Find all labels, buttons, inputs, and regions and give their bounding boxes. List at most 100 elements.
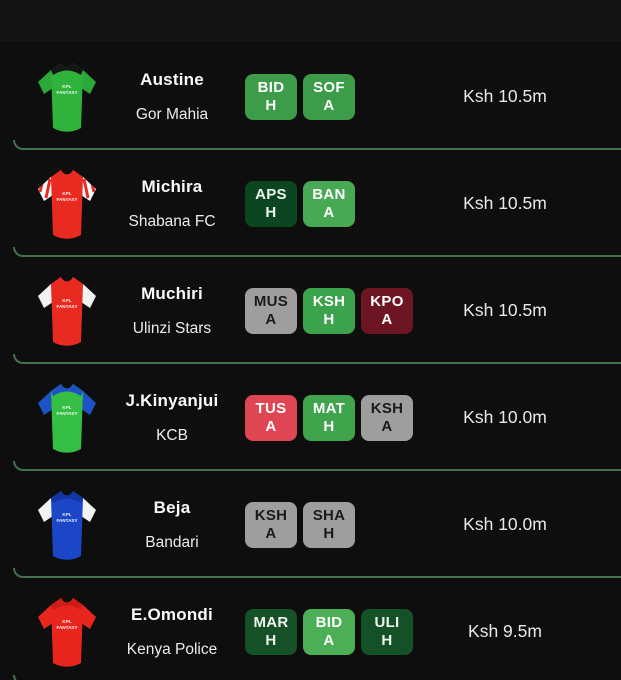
fixture-opponent: SHA: [312, 506, 346, 524]
player-name: J.Kinyanjui: [125, 390, 219, 410]
fixture-venue: H: [265, 96, 277, 114]
fixture-opponent: KSH: [312, 292, 346, 310]
team-jersey-icon: KPL FANTASY: [38, 597, 96, 667]
jersey-sleeve: [38, 497, 53, 522]
fixture-venue: A: [381, 310, 393, 328]
player-names: Muchiri Ulinzi Stars: [107, 284, 237, 338]
fixture-badge: KSH H: [303, 287, 355, 334]
jersey-body: [51, 490, 83, 560]
jersey-sleeve: [38, 283, 53, 308]
jersey-sleeve: [81, 604, 96, 629]
fixture-opponent: SOF: [313, 78, 345, 96]
jersey-label: FANTASY: [56, 625, 77, 630]
fixture-badge: KSH A: [361, 394, 413, 441]
player-row-muchiri[interactable]: KPL FANTASY Muchiri Ulinzi Stars MUS A K…: [0, 257, 621, 364]
fixture-badge: APS H: [245, 180, 297, 227]
player-name: Austine: [140, 69, 204, 89]
jersey-body: [51, 169, 83, 239]
fixture-opponent: BID: [315, 613, 343, 631]
team-name: Ulinzi Stars: [132, 319, 212, 337]
team-jersey-icon: KPL FANTASY: [38, 169, 96, 239]
fixture-badges: TUS A MAT H KSH A: [245, 394, 415, 441]
fixture-badge: SHA H: [303, 501, 355, 548]
player-list: KPL FANTASY Austine Gor Mahia BID H SOF …: [0, 43, 621, 680]
fixture-badges: BID H SOF A: [245, 73, 415, 120]
fixture-venue: H: [265, 631, 277, 649]
team-name: KCB: [156, 426, 188, 444]
jersey-label: KPL: [62, 405, 71, 410]
fixture-badges: MAR H BID A ULI H: [245, 608, 415, 655]
player-price: Ksh 9.5m: [468, 621, 542, 641]
jersey-body: [51, 597, 83, 667]
jersey-sleeve: [38, 604, 53, 629]
player-row-kinyanjui[interactable]: KPL FANTASY J.Kinyanjui KCB TUS A MAT H …: [0, 364, 621, 471]
fixture-badge: SOF A: [303, 73, 355, 120]
fixture-venue: H: [265, 203, 277, 221]
team-name: Kenya Police: [126, 640, 218, 658]
fixture-venue: H: [323, 524, 335, 542]
fixture-opponent: BAN: [312, 185, 346, 203]
fixture-venue: H: [323, 310, 335, 328]
jersey-sleeve: [81, 69, 96, 94]
fixture-badge: MAR H: [245, 608, 297, 655]
player-price: Ksh 10.5m: [463, 300, 547, 320]
player-row-michira[interactable]: KPL FANTASY Michira Shabana FC APS H BAN…: [0, 150, 621, 257]
jersey-label: KPL: [62, 619, 71, 624]
player-names: J.Kinyanjui KCB: [107, 391, 237, 445]
fixture-opponent: MAR: [253, 613, 289, 631]
team-jersey-icon: KPL FANTASY: [38, 276, 96, 346]
team-name: Gor Mahia: [135, 105, 209, 123]
player-names: Austine Gor Mahia: [107, 70, 237, 124]
jersey-collar: [51, 597, 83, 610]
fixture-badge: BID H: [245, 73, 297, 120]
fixture-venue: A: [323, 631, 335, 649]
jersey-label: FANTASY: [56, 197, 77, 202]
jersey-collar: [51, 276, 83, 289]
team-jersey-icon: KPL FANTASY: [38, 490, 96, 560]
jersey-sleeve: [81, 497, 96, 522]
jersey-label: KPL: [62, 512, 71, 517]
player-name: Michira: [141, 176, 203, 196]
fixture-venue: A: [265, 524, 277, 542]
player-row-omondi[interactable]: KPL FANTASY E.Omondi Kenya Police MAR H …: [0, 578, 621, 680]
player-name: E.Omondi: [131, 604, 213, 624]
fixture-opponent: APS: [255, 185, 287, 203]
player-price: Ksh 10.0m: [463, 407, 547, 427]
fixture-opponent: KPO: [370, 292, 404, 310]
team-jersey-icon: KPL FANTASY: [38, 383, 96, 453]
jersey-label: FANTASY: [56, 304, 77, 309]
player-row-beja[interactable]: KPL FANTASY Beja Bandari KSH A SHA H Ksh…: [0, 471, 621, 578]
jersey-sleeve: [38, 69, 53, 94]
jersey-sleeve: [81, 390, 96, 415]
fixture-venue: A: [265, 417, 277, 435]
fixture-badge: MUS A: [245, 287, 297, 334]
fixture-badge: KSH A: [245, 501, 297, 548]
fixture-opponent: MUS: [253, 292, 289, 310]
jersey-body: [51, 62, 83, 132]
top-bar: [0, 0, 621, 43]
team-name: Bandari: [145, 533, 199, 551]
player-name: Muchiri: [141, 283, 203, 303]
jersey-body: [51, 276, 83, 346]
player-names: Michira Shabana FC: [107, 177, 237, 231]
player-price: Ksh 10.5m: [463, 86, 547, 106]
fixture-opponent: KSH: [254, 506, 288, 524]
fixture-venue: A: [323, 203, 335, 221]
fixture-venue: H: [381, 631, 393, 649]
jersey-label: KPL: [62, 191, 71, 196]
fixture-badge: ULI H: [361, 608, 413, 655]
team-name: Shabana FC: [128, 212, 216, 230]
jersey-body: [51, 383, 83, 453]
jersey-collar: [51, 490, 83, 503]
fixture-badges: KSH A SHA H: [245, 501, 415, 548]
fixture-venue: H: [323, 417, 335, 435]
fixture-badge: KPO A: [361, 287, 413, 334]
player-names: Beja Bandari: [107, 498, 237, 552]
player-row-austine[interactable]: KPL FANTASY Austine Gor Mahia BID H SOF …: [0, 43, 621, 150]
fixture-opponent: TUS: [255, 399, 287, 417]
fixture-opponent: MAT: [312, 399, 346, 417]
player-names: E.Omondi Kenya Police: [107, 605, 237, 659]
jersey-collar: [51, 383, 83, 396]
fixture-venue: A: [323, 96, 335, 114]
jersey-collar: [51, 169, 83, 182]
